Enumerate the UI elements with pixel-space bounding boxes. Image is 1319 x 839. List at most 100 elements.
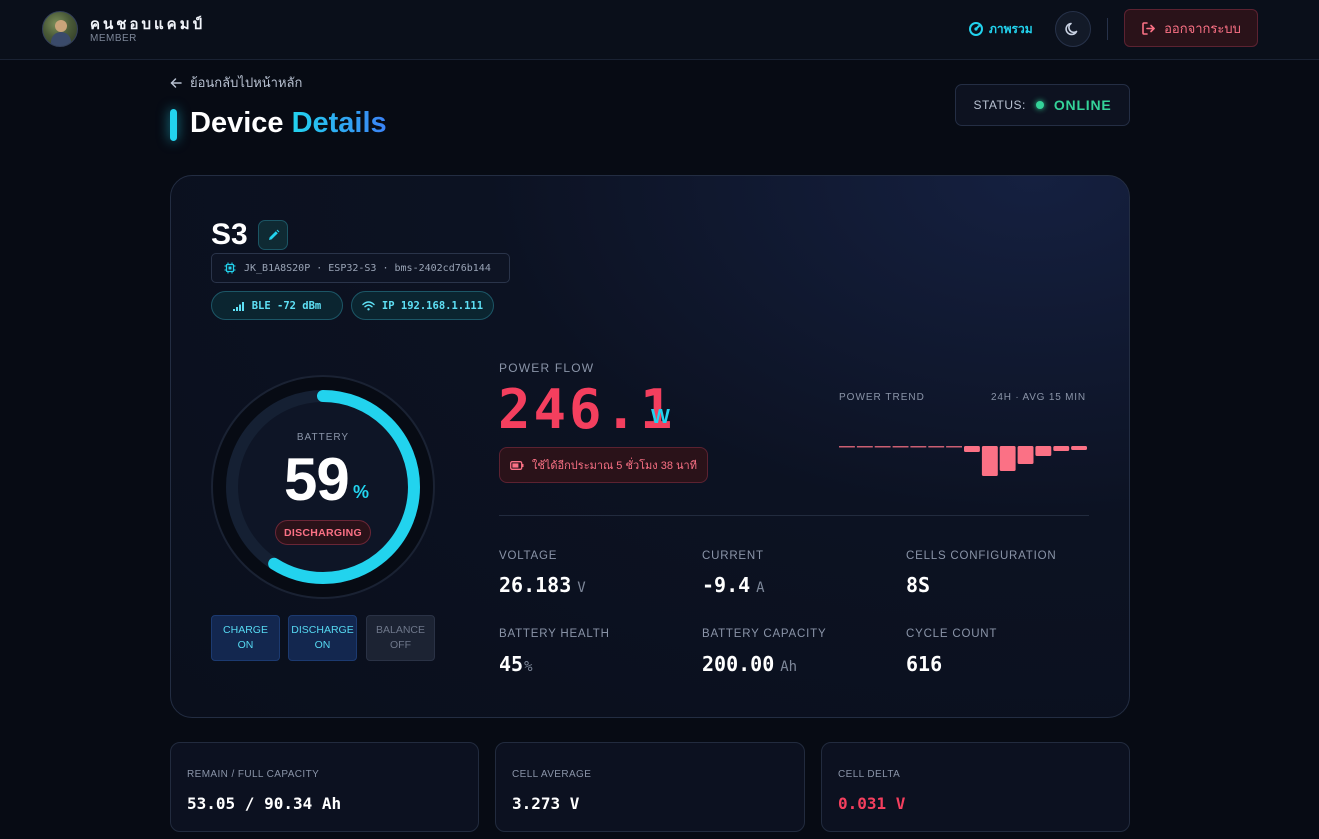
trend-bar: [910, 446, 927, 448]
current-label: CURRENT: [702, 550, 764, 562]
ip-address-pill: IP 192.168.1.111: [351, 291, 494, 320]
status-dot-icon: [1035, 101, 1044, 109]
trend-bar: [946, 446, 962, 448]
voltage-unit: V: [577, 580, 586, 596]
cell-delta-card: CELL DELTA 0.031 V: [821, 742, 1130, 832]
title-accent-bar: [170, 109, 177, 141]
wifi-icon: [362, 300, 375, 310]
battery-percent-value: 59: [284, 446, 350, 513]
chip-icon: [224, 262, 236, 274]
logout-label: ออกจากระบบ: [1164, 20, 1241, 36]
power-flow-label: POWER FLOW: [499, 361, 595, 375]
battery-health-value: 45%: [499, 652, 533, 676]
moon-icon: [1065, 22, 1078, 36]
cells-config-value: 8S: [906, 573, 931, 597]
runtime-estimate-badge: ใช้ได้อีกประมาณ 5 ชั่วโมง 38 นาที: [499, 447, 708, 483]
logout-icon: [1142, 21, 1155, 35]
device-name: S3: [211, 218, 248, 251]
power-trend-label: POWER TREND: [839, 392, 925, 403]
balance-toggle-state: OFF: [390, 639, 411, 651]
cell-delta-label: CELL DELTA: [838, 769, 901, 780]
current-unit: A: [756, 580, 765, 596]
top-bar: คนชอบแคมป์ MEMBER ภาพรวม ออกจากระบบ: [0, 0, 1319, 60]
discharge-toggle-button[interactable]: DISCHARGE ON: [288, 615, 357, 661]
user-name: คนชอบแคมป์: [90, 16, 206, 33]
cell-average-card: CELL AVERAGE 3.273 V: [495, 742, 805, 832]
edit-name-button[interactable]: [258, 220, 288, 250]
cells-config-label: CELLS CONFIGURATION: [906, 550, 1057, 562]
runtime-estimate-text: ใช้ได้อีกประมาณ 5 ชั่วโมง 38 นาที: [532, 460, 697, 472]
theme-toggle-button[interactable]: [1055, 11, 1091, 47]
trend-bar: [1035, 446, 1052, 456]
signal-bars-icon: [232, 301, 244, 311]
current-value: -9.4 A: [702, 573, 765, 597]
current-number: -9.4: [702, 573, 751, 597]
discharge-toggle-label: DISCHARGE: [291, 624, 354, 636]
balance-toggle-button[interactable]: BALANCE OFF: [366, 615, 435, 661]
user-role: MEMBER: [90, 33, 137, 44]
device-chip-info: JK_B1A8S20P · ESP32-S3 · bms-2402cd76b14…: [211, 253, 510, 283]
remain-capacity-value: 53.05 / 90.34 Ah: [187, 794, 342, 813]
voltage-value: 26.183 V: [499, 573, 586, 597]
status-value: ONLINE: [1053, 97, 1112, 113]
page-title-accent: Details: [291, 107, 387, 139]
trend-bar: [1017, 446, 1034, 464]
trend-bar: [928, 446, 945, 448]
trend-bar: [874, 446, 891, 448]
trend-bar: [1053, 446, 1070, 451]
trend-bar: [856, 446, 873, 448]
nav-overview-link[interactable]: ภาพรวม: [969, 20, 1033, 38]
ble-signal-pill: BLE -72 dBm: [211, 291, 343, 320]
charge-toggle-label: CHARGE: [223, 624, 268, 636]
dashboard-icon: [969, 22, 983, 36]
battery-percent-unit: %: [353, 482, 370, 502]
battery-state-badge: DISCHARGING: [275, 520, 371, 545]
status-label: STATUS:: [973, 98, 1026, 112]
battery-health-unit: %: [524, 659, 533, 675]
battery-icon: [510, 460, 524, 470]
power-trend-chart: [839, 446, 1087, 476]
power-flow-value: 246.1: [498, 378, 676, 441]
ip-address-text: IP 192.168.1.111: [381, 299, 484, 312]
chip-info-text: JK_B1A8S20P · ESP32-S3 · bms-2402cd76b14…: [244, 262, 491, 274]
trend-bar: [892, 446, 909, 448]
voltage-number: 26.183: [499, 573, 572, 597]
ble-signal-text: BLE -72 dBm: [251, 299, 322, 312]
battery-capacity-number: 200.00: [702, 652, 775, 676]
page-title: Device Details: [190, 107, 387, 140]
cell-average-value: 3.273 V: [512, 794, 580, 813]
page-title-main: Device: [190, 107, 284, 139]
battery-label: BATTERY: [296, 432, 350, 443]
battery-capacity-value: 200.00 Ah: [702, 652, 797, 676]
charge-toggle-state: ON: [237, 639, 254, 651]
power-flow-unit: W: [651, 406, 670, 428]
battery-gauge-arc: [226, 390, 420, 584]
balance-toggle-label: BALANCE: [375, 624, 426, 636]
back-link-label: ย้อนกลับไปหน้าหลัก: [190, 75, 303, 90]
trend-bar: [964, 446, 980, 452]
cell-delta-value: 0.031 V: [838, 794, 906, 813]
remain-capacity-label: REMAIN / FULL CAPACITY: [187, 769, 320, 780]
back-link[interactable]: ย้อนกลับไปหน้าหลัก: [170, 72, 302, 93]
arrow-left-icon: [170, 77, 182, 88]
cycle-count-value: 616: [906, 652, 943, 676]
trend-bar: [839, 446, 855, 448]
battery-capacity-label: BATTERY CAPACITY: [702, 628, 827, 640]
battery-health-number: 45: [499, 652, 524, 676]
avatar[interactable]: [42, 11, 78, 47]
trend-bar: [999, 446, 1016, 471]
cycle-count-label: CYCLE COUNT: [906, 628, 998, 640]
nav-overview-label: ภาพรวม: [989, 21, 1033, 36]
battery-capacity-unit: Ah: [780, 659, 798, 675]
discharge-toggle-state: ON: [314, 639, 331, 651]
pencil-icon: [268, 229, 279, 240]
charge-toggle-button[interactable]: CHARGE ON: [211, 615, 280, 661]
voltage-label: VOLTAGE: [499, 550, 558, 562]
trend-bar: [1071, 446, 1087, 450]
cell-average-label: CELL AVERAGE: [512, 769, 592, 780]
power-divider: [499, 515, 1089, 516]
remain-capacity-card: REMAIN / FULL CAPACITY 53.05 / 90.34 Ah: [170, 742, 479, 832]
logout-button[interactable]: ออกจากระบบ: [1124, 9, 1258, 47]
trend-bar: [981, 446, 998, 476]
header-divider: [1107, 18, 1108, 40]
